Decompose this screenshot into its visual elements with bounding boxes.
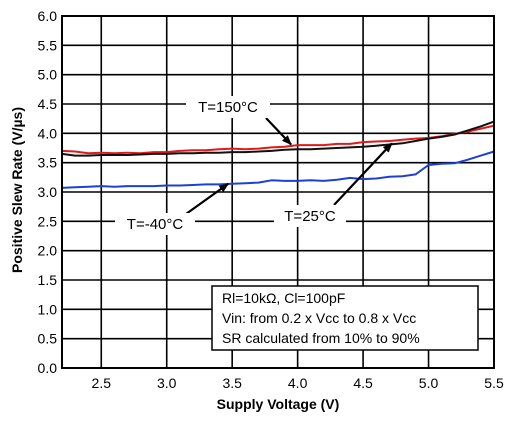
x-tick-label: 4.0: [288, 375, 308, 391]
x-axis-title: Supply Voltage (V): [217, 396, 340, 412]
annotation-arrow: [333, 142, 393, 206]
x-tick-label: 5.5: [484, 375, 504, 391]
frame-layer: [61, 15, 495, 369]
series-line-0: [61, 124, 495, 155]
annotation-box: [186, 96, 270, 118]
y-tick-label: 2.5: [38, 213, 58, 229]
annotation-arrow: [185, 182, 230, 215]
series-line-1: [61, 120, 495, 157]
series-line-2: [61, 150, 495, 189]
y-tick-label: 5.5: [38, 37, 58, 53]
x-tick-label: 5.0: [419, 375, 439, 391]
annotation-label: T=-40°C: [127, 216, 184, 233]
y-tick-label: 3.0: [38, 184, 58, 200]
x-tick-label: 3.5: [222, 375, 242, 391]
y-tick-label: 0.0: [38, 360, 58, 376]
annotation-1: T=-40°C: [115, 182, 230, 235]
note-box-frame: [211, 285, 479, 351]
annotation-box: [274, 205, 346, 227]
annotation-label: T=150°C: [198, 99, 258, 116]
y-tick-label: 1.5: [38, 272, 58, 288]
annotation-box: [115, 213, 195, 235]
x-tick-label: 3.0: [157, 375, 177, 391]
annotation-layer: T=150°C T=-40°C T=25°C: [115, 96, 393, 235]
y-tick-label: 0.5: [38, 331, 58, 347]
y-tick-label: 4.0: [38, 125, 58, 141]
y-tick-label: 1.0: [38, 301, 58, 317]
x-tick-label: 2.5: [92, 375, 112, 391]
annotation-label: T=25°C: [284, 208, 336, 225]
y-axis-title: Positive Slew Rate (V/µs): [9, 107, 25, 273]
y-tick-label: 5.0: [38, 67, 58, 83]
x-tick-label: 4.5: [353, 375, 373, 391]
y-tick-label: 3.5: [38, 155, 58, 171]
annotation-0: T=150°C: [186, 96, 292, 146]
y-tick-label: 4.5: [38, 96, 58, 112]
note-line: Rl=10kΩ, Cl=100pF: [222, 290, 345, 306]
note-line: Vin: from 0.2 x Vcc to 0.8 x Vcc: [222, 310, 416, 326]
series-layer: [61, 120, 495, 189]
annotation-2: T=25°C: [274, 142, 393, 227]
note-box: Rl=10kΩ, Cl=100pF Vin: from 0.2 x Vcc to …: [211, 285, 479, 351]
plot-frame: [61, 15, 495, 369]
annotation-arrow: [265, 117, 292, 146]
note-line: SR calculated from 10% to 90%: [222, 330, 420, 346]
y-tick-label: 6.0: [38, 8, 58, 24]
y-tick-label: 2.0: [38, 243, 58, 259]
tick-layer: 2.5 3.0 3.5 4.0 4.5 5.0 5.5 0.0 0.5 1.0 1.5 2.0 2.5 3…: [38, 8, 504, 391]
